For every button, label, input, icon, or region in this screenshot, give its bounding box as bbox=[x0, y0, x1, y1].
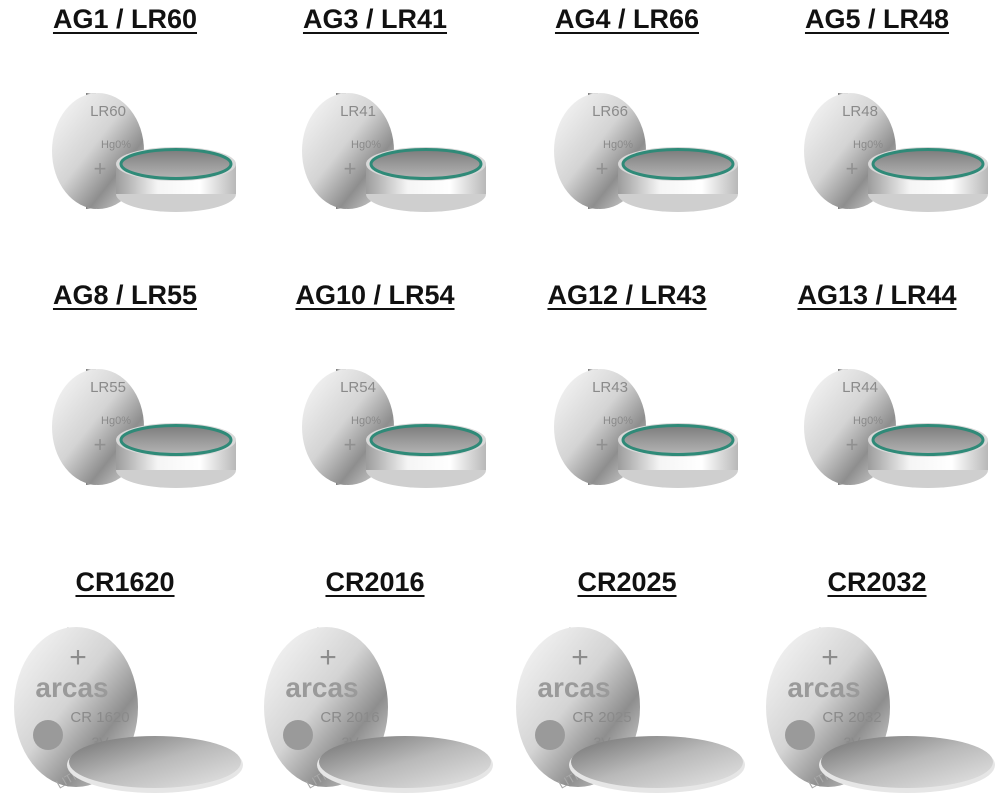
button-cell-battery-image: LR66 Hg0% + bbox=[554, 93, 738, 212]
battery-title-text: CR2032 bbox=[827, 567, 927, 597]
svg-text:LR66: LR66 bbox=[592, 103, 628, 120]
svg-text:+: + bbox=[846, 432, 859, 457]
svg-text:LR48: LR48 bbox=[842, 103, 878, 120]
button-cell-battery-image: LR48 Hg0% + bbox=[804, 93, 988, 212]
svg-text:LR44: LR44 bbox=[842, 379, 878, 396]
svg-text:LR60: LR60 bbox=[90, 103, 126, 120]
svg-text:+: + bbox=[69, 641, 87, 674]
battery-title: CR2016 bbox=[250, 567, 500, 598]
battery-title-text: AG5 / LR48 bbox=[804, 4, 950, 34]
svg-text:CR 2025: CR 2025 bbox=[572, 709, 631, 726]
svg-text:Hg0%: Hg0% bbox=[603, 415, 633, 427]
coin-cell-battery-image: + arcas CR 2032 3V LITHIUM bbox=[766, 627, 995, 793]
battery-title-text: CR2025 bbox=[577, 567, 677, 597]
button-cell-battery-image: LR43 Hg0% + bbox=[554, 369, 738, 488]
battery-title-text: AG13 / LR44 bbox=[797, 280, 957, 310]
battery-title-text: AG3 / LR41 bbox=[302, 4, 448, 34]
svg-text:LR43: LR43 bbox=[592, 379, 628, 396]
svg-text:CR 2016: CR 2016 bbox=[320, 709, 379, 726]
svg-text:arcas: arcas bbox=[787, 672, 860, 703]
button-cell-battery-image: LR44 Hg0% + bbox=[804, 369, 988, 488]
battery-title: AG10 / LR54 bbox=[250, 280, 500, 311]
battery-title-text: AG4 / LR66 bbox=[554, 4, 700, 34]
svg-text:arcas: arcas bbox=[285, 672, 358, 703]
battery-title: AG4 / LR66 bbox=[502, 4, 752, 35]
battery-title: AG12 / LR43 bbox=[502, 280, 752, 311]
coin-cell-battery-image: + arcas CR 2016 3V LITHIUM bbox=[264, 627, 493, 793]
svg-text:+: + bbox=[344, 432, 357, 457]
svg-text:+: + bbox=[596, 156, 609, 181]
battery-title-text: AG1 / LR60 bbox=[52, 4, 198, 34]
svg-text:Hg0%: Hg0% bbox=[853, 415, 883, 427]
svg-text:CR 2032: CR 2032 bbox=[822, 709, 881, 726]
svg-text:+: + bbox=[571, 641, 589, 674]
battery-title: AG5 / LR48 bbox=[752, 4, 1000, 35]
battery-title-text: AG12 / LR43 bbox=[547, 280, 707, 310]
battery-title-text: CR2016 bbox=[325, 567, 425, 597]
button-cell-battery-image: LR60 Hg0% + bbox=[52, 93, 236, 212]
button-cell-battery-image: LR54 Hg0% + bbox=[302, 369, 486, 488]
svg-text:LR54: LR54 bbox=[340, 379, 376, 396]
svg-text:Hg0%: Hg0% bbox=[101, 415, 131, 427]
svg-text:Hg0%: Hg0% bbox=[853, 139, 883, 151]
battery-title: AG3 / LR41 bbox=[250, 4, 500, 35]
svg-text:Hg0%: Hg0% bbox=[101, 139, 131, 151]
svg-text:+: + bbox=[596, 432, 609, 457]
svg-text:arcas: arcas bbox=[537, 672, 610, 703]
button-cell-battery-image: LR41 Hg0% + bbox=[302, 93, 486, 212]
svg-text:+: + bbox=[344, 156, 357, 181]
svg-text:+: + bbox=[846, 156, 859, 181]
svg-text:LR55: LR55 bbox=[90, 379, 126, 396]
svg-text:LR41: LR41 bbox=[340, 103, 376, 120]
svg-text:CR 1620: CR 1620 bbox=[70, 709, 129, 726]
battery-title: CR1620 bbox=[0, 567, 250, 598]
battery-title-text: AG10 / LR54 bbox=[295, 280, 455, 310]
battery-title: AG1 / LR60 bbox=[0, 4, 250, 35]
svg-text:+: + bbox=[821, 641, 839, 674]
battery-title: AG8 / LR55 bbox=[0, 280, 250, 311]
svg-text:+: + bbox=[94, 156, 107, 181]
battery-title: AG13 / LR44 bbox=[752, 280, 1000, 311]
svg-text:+: + bbox=[94, 432, 107, 457]
svg-text:+: + bbox=[319, 641, 337, 674]
battery-title-text: CR1620 bbox=[75, 567, 175, 597]
coin-cell-battery-image: + arcas CR 2025 3V LITHIUM bbox=[516, 627, 745, 793]
svg-text:Hg0%: Hg0% bbox=[351, 415, 381, 427]
button-cell-battery-image: LR55 Hg0% + bbox=[52, 369, 236, 488]
svg-text:Hg0%: Hg0% bbox=[603, 139, 633, 151]
battery-title-text: AG8 / LR55 bbox=[52, 280, 198, 310]
svg-text:arcas: arcas bbox=[35, 672, 108, 703]
battery-title: CR2025 bbox=[502, 567, 752, 598]
svg-text:Hg0%: Hg0% bbox=[351, 139, 381, 151]
coin-cell-battery-image: + arcas CR 1620 3V LITHIUM bbox=[14, 627, 243, 793]
battery-title: CR2032 bbox=[752, 567, 1000, 598]
